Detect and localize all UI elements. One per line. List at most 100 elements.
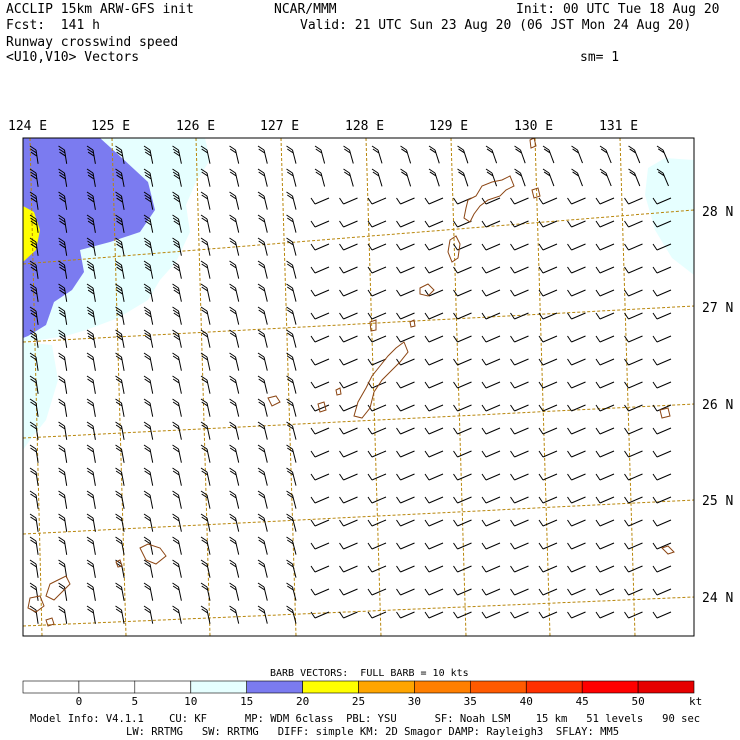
wind-barb (257, 352, 268, 371)
colorbar-tick-label: 30 (407, 695, 422, 708)
wind-barb (229, 283, 240, 302)
wind-barb (538, 197, 558, 205)
model-info-line2: LW: RRTMG SW: RRTMG DIFF: simple KM: 2D … (126, 726, 620, 738)
wind-barb (652, 565, 672, 573)
wind-barb (424, 565, 444, 573)
wind-barb (595, 358, 615, 366)
wind-barb (257, 375, 268, 394)
wind-barb (367, 289, 387, 297)
wind-barb (453, 588, 472, 596)
wind-barb (510, 220, 529, 228)
model-title: ACCLIP 15km ARW-GFS init (6, 2, 194, 17)
wind-barb (396, 358, 415, 366)
wind-barb (86, 329, 96, 348)
wind-barb (200, 260, 211, 279)
wind-barb (229, 329, 240, 348)
wind-barb (58, 260, 68, 279)
wind-barb (229, 490, 240, 509)
wind-barb (200, 352, 211, 371)
wind-barb (229, 306, 240, 325)
wind-barb (481, 220, 501, 228)
wind-barb (115, 168, 125, 187)
wind-barb (510, 358, 529, 366)
wind-barb (115, 490, 125, 509)
wind-barb (424, 611, 444, 619)
wind-barb (86, 306, 96, 325)
wind-barb (200, 467, 211, 486)
wind-barb (314, 168, 326, 187)
wind-barb (538, 496, 558, 504)
wind-barb (229, 513, 240, 532)
wind-barb (538, 381, 558, 389)
gridline-lat-25 (23, 499, 694, 535)
wind-barb (624, 519, 643, 527)
wind-barb (371, 145, 383, 164)
colorbar-tick-label: 50 (631, 695, 645, 708)
wind-barb (481, 404, 501, 412)
map-frame (22, 137, 695, 637)
vector-description: <U10,V10> Vectors (6, 50, 140, 65)
wind-barb (200, 168, 211, 187)
wind-barb (367, 427, 387, 435)
colorbar-segment (302, 680, 359, 694)
lat-label-24: 24 N (702, 591, 734, 606)
wind-barb (367, 542, 387, 550)
wind-barb (143, 536, 154, 555)
wind-barb (257, 145, 268, 164)
island-tokara (529, 138, 537, 149)
wind-barb (286, 536, 297, 555)
wind-barb (143, 490, 154, 509)
wind-barb (595, 473, 615, 481)
wind-barb (200, 490, 211, 509)
wind-barb (200, 329, 211, 348)
wind-barb (396, 611, 415, 619)
wind-barb (542, 145, 555, 164)
wind-barb (481, 565, 501, 573)
wind-barb (257, 191, 268, 210)
wind-barb (115, 605, 125, 624)
wind-barb (567, 312, 586, 320)
wind-barb (310, 381, 330, 389)
gridline-lon-130 (534, 138, 551, 636)
wind-barb (172, 605, 182, 624)
wind-barb (310, 588, 330, 596)
wind-barb (310, 473, 330, 481)
wind-barb (143, 168, 154, 187)
wind-barb (538, 404, 558, 412)
wind-barb (58, 559, 68, 578)
wind-barb (172, 237, 182, 256)
wind-barb (29, 191, 39, 210)
wind-barb (571, 168, 583, 187)
wind-barb (396, 404, 415, 412)
wind-barb (510, 197, 529, 205)
wind-barb (200, 398, 211, 417)
wind-barb (538, 565, 558, 573)
wind-barb (200, 214, 211, 233)
wind-barb (514, 145, 526, 164)
wind-barb (652, 611, 672, 619)
wind-barb (29, 398, 39, 417)
wind-barb (86, 605, 96, 624)
wind-barb (481, 588, 501, 596)
wind-barb (538, 588, 558, 596)
wind-barb (200, 191, 211, 210)
wind-barb (257, 467, 268, 486)
wind-barb (143, 467, 154, 486)
wind-barb (310, 496, 330, 504)
island-tonaki (267, 395, 281, 407)
wind-barb (310, 542, 330, 550)
shade-region-15-20 (23, 138, 155, 338)
wind-barb (481, 197, 501, 205)
wind-barb (396, 519, 415, 527)
wind-barb (567, 542, 586, 550)
wind-barb (310, 404, 330, 412)
wind-barb (286, 145, 297, 164)
wind-barb (343, 145, 354, 164)
wind-barb (510, 496, 529, 504)
wind-barb (367, 588, 387, 596)
wind-barb (538, 519, 558, 527)
wind-barb (200, 605, 211, 624)
colorbar-tick-label: 45 (575, 695, 589, 708)
wind-barb (115, 191, 125, 210)
